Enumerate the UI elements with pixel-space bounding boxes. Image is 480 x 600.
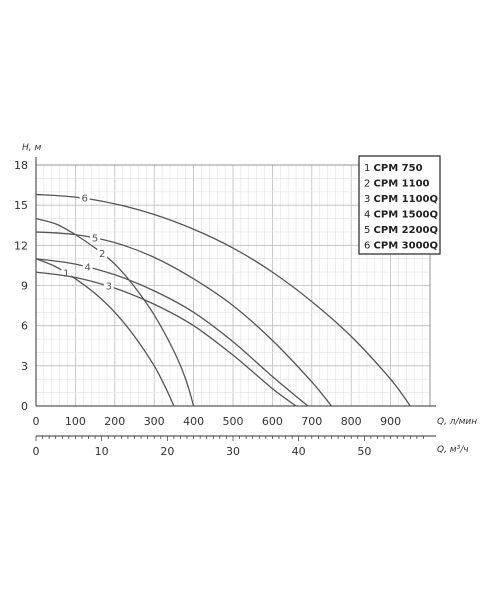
legend-entry-1: 1 CPM 750 [364,163,423,174]
legend: 1 CPM 750 2 CPM 1100 3 CPM 1100Q 4 CPM 1500… [358,155,441,255]
y-tick-label: 6 [21,320,28,333]
legend-entry-3: 3 CPM 1100Q [364,194,438,205]
curves: 1 2 3 4 5 6 [35,191,411,407]
curve-label-1: 1 [63,268,69,279]
x2-tick-label: 10 [95,445,109,458]
y-tick-label: 9 [21,280,28,293]
x2-axis-title: Q, м³/ч [437,445,469,455]
x-tick-label: 0 [33,415,40,428]
curve-label-4: 4 [84,262,90,273]
legend-entry-2: 2 CPM 1100 [364,179,430,190]
x2-tick-label: 50 [357,445,371,458]
x-tick-label: 200 [104,415,125,428]
legend-box [358,155,441,255]
y-tick-label: 0 [21,400,28,413]
x-axis-title: Q, л/мин [437,417,477,427]
x-tick-label: 800 [341,415,362,428]
curve-label-5: 5 [92,234,98,245]
curve-label-bg [103,279,114,292]
legend-entry-6: 6 CPM 3000Q [364,241,438,252]
curve-label-6: 6 [81,194,87,205]
curve-3 [35,271,297,407]
curve-label-bg [82,260,93,273]
x-tick-label: 600 [262,415,283,428]
curve-label-bg [61,266,72,279]
curve-label-bg [97,246,108,259]
x2-tick-label: 30 [226,445,240,458]
x-tick-label: 100 [65,415,86,428]
y-tick-label: 18 [14,159,28,172]
x-axis: 0 100 200 300 400 500 600 700 800 900 [33,405,436,428]
x2-tick-label: 40 [292,445,306,458]
legend-entry-4: 4 CPM 1500Q [364,210,438,221]
curve-2 [35,217,195,407]
y-axis-title: H, м [22,143,41,153]
x-tick-label: 900 [380,415,401,428]
y-tick-label: 12 [14,239,28,252]
x-tick-label: 700 [301,415,322,428]
curve-4 [35,258,309,407]
y-axis: 0 3 6 9 12 15 18 [14,157,37,413]
curve-6 [35,193,411,407]
legend-entry-5: 5 CPM 2200Q [364,225,438,236]
curve-label-3: 3 [106,282,112,293]
curve-label-bg [79,191,90,204]
y-tick-label: 3 [21,360,28,373]
y-tick-label: 15 [14,199,28,212]
x-tick-label: 500 [223,415,244,428]
x2-tick-label: 20 [160,445,174,458]
curve-5 [35,231,333,407]
curve-label-bg [90,231,101,244]
x2-axis: 0 10 20 30 40 50 [33,435,436,458]
x-tick-label: 400 [183,415,204,428]
x2-tick-label: 0 [33,445,40,458]
x-tick-label: 300 [144,415,165,428]
curve-label-2: 2 [99,249,105,260]
